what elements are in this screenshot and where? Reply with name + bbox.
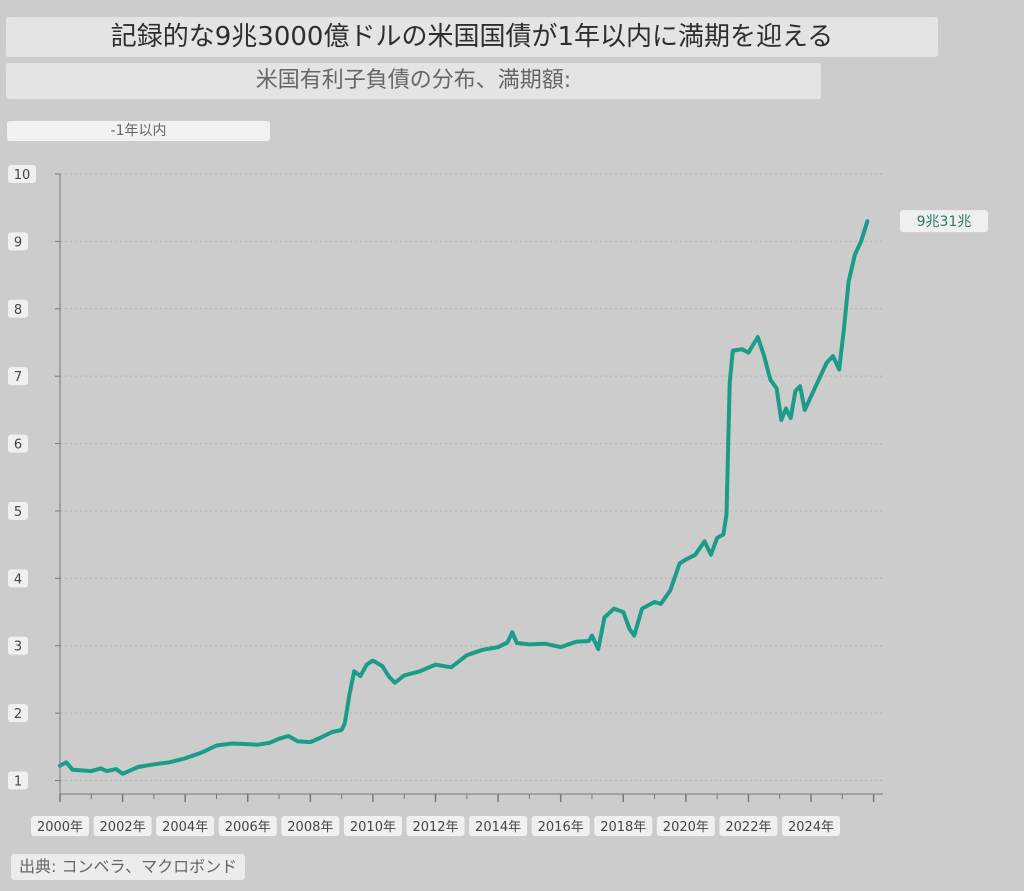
- y-tick-label-bg: [8, 501, 28, 520]
- x-tick-label: 2010年: [350, 820, 396, 835]
- last-value-label: 9兆31兆: [917, 214, 972, 230]
- labels-layer: 1 2 3 4 5 6 7 8 9 10 2000年 2002年 2004年 2006年 2008年 2010…: [8, 165, 988, 836]
- x-tick-label: 2004年: [162, 820, 208, 835]
- y-tick-label: 5: [14, 505, 22, 520]
- x-tick-label-bg: [719, 816, 778, 836]
- x-tick-label-bg: [782, 816, 841, 836]
- x-tick-label-bg: [469, 816, 528, 836]
- y-tick-label-bg: [8, 636, 28, 655]
- x-tick-label-bg: [406, 816, 465, 836]
- x-tick-label-bg: [343, 816, 402, 836]
- chart-subtitle: 米国有利子負債の分布、満期額:: [6, 63, 821, 99]
- axes: [55, 173, 883, 802]
- x-tick-label: 2022年: [725, 820, 771, 835]
- y-tick-label-bg: [8, 771, 28, 790]
- x-tick-label-bg: [156, 816, 215, 836]
- y-tick-label: 10: [14, 168, 31, 183]
- x-tick-label: 2018年: [600, 820, 646, 835]
- y-tick-label-bg: [8, 569, 28, 588]
- x-tick-label-bg: [531, 816, 590, 836]
- series-layer: [58, 219, 870, 776]
- y-tick-label-bg: [8, 232, 28, 251]
- y-tick-label-bg: [8, 434, 28, 453]
- x-tick-label: 2014年: [475, 820, 521, 835]
- x-tick-label: 2008年: [287, 820, 333, 835]
- x-tick-label-bg: [656, 816, 715, 836]
- chart-title: 記録的な9兆3000億ドルの米国国債が1年以内に満期を迎える: [6, 17, 938, 57]
- y-tick-label: 3: [14, 640, 22, 655]
- x-tick-label-bg: [594, 816, 653, 836]
- last-value-label-bg: [900, 210, 988, 233]
- x-tick-label-bg: [218, 816, 277, 836]
- y-tick-label: 9: [14, 235, 22, 250]
- x-tick-label: 2012年: [412, 820, 458, 835]
- y-tick-label-bg: [8, 704, 28, 723]
- y-tick-label: 7: [14, 370, 22, 385]
- y-tick-label: 2: [14, 707, 22, 722]
- x-tick-label-bg: [31, 816, 89, 836]
- x-tick-label: 2002年: [100, 820, 146, 835]
- y-tick-label: 1: [14, 775, 22, 790]
- y-tick-label: 4: [14, 572, 22, 587]
- gridlines: [60, 173, 883, 782]
- y-tick-label: 8: [14, 303, 22, 318]
- series-line: [58, 219, 870, 776]
- y-tick-label-bg: [8, 367, 28, 386]
- x-tick-label: 2024年: [788, 820, 834, 835]
- x-tick-label: 2006年: [225, 820, 271, 835]
- x-tick-label-bg: [281, 816, 340, 836]
- x-tick-label: 2020年: [663, 820, 709, 835]
- y-tick-label: 6: [14, 438, 22, 453]
- series-label: -1年以内: [7, 121, 270, 141]
- source-note: 出典: コンベラ、マクロボンド: [11, 854, 246, 880]
- y-tick-label-bg: [8, 165, 36, 183]
- x-tick-label: 2016年: [538, 820, 584, 835]
- x-tick-label-bg: [93, 816, 152, 836]
- x-tick-label: 2000年: [37, 820, 83, 835]
- y-tick-label-bg: [8, 299, 28, 318]
